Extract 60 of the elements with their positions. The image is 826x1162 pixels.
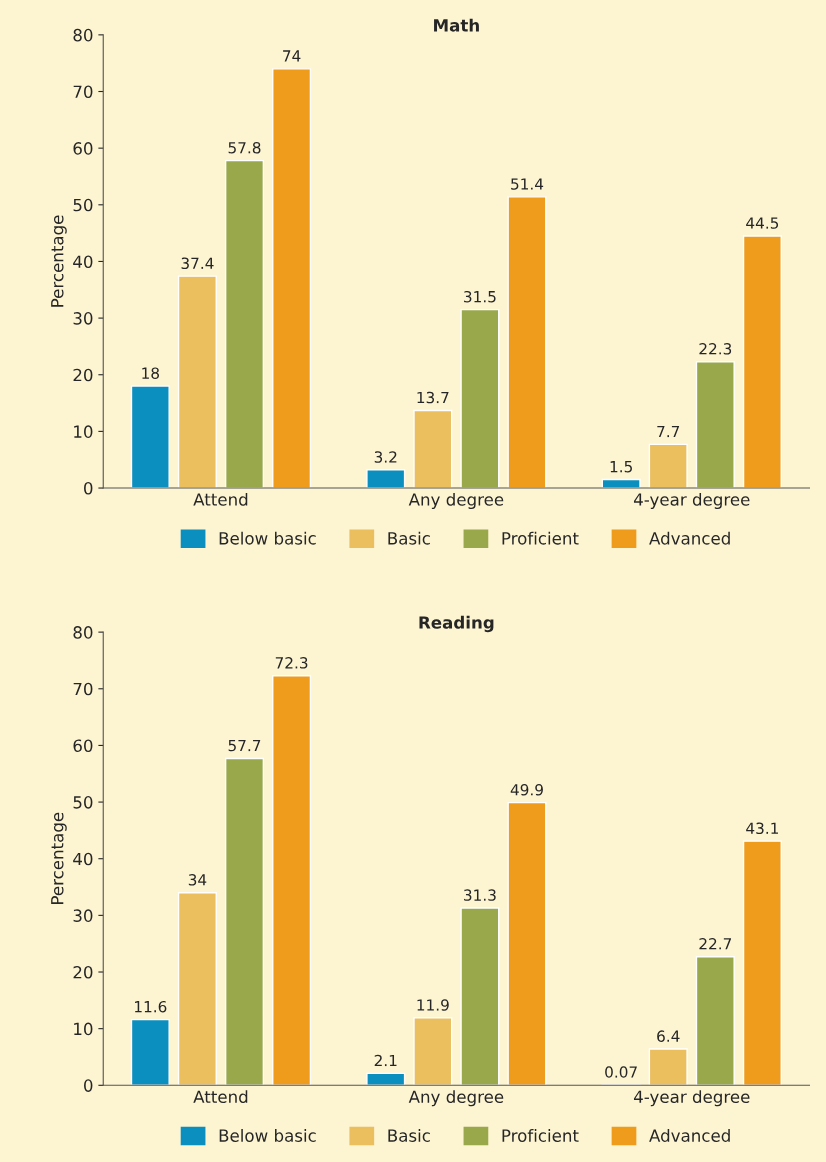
data-label: 2.1	[374, 1054, 397, 1067]
y-tick-label: 0	[84, 482, 93, 495]
y-tick-label: 10	[74, 425, 93, 438]
x-tick-label: 4-year degree	[633, 492, 750, 510]
data-label: 22.7	[699, 938, 732, 950]
data-label: 51.4	[511, 178, 544, 190]
y-tick-label: 60	[73, 142, 93, 155]
y-tick-label: 80	[73, 28, 93, 42]
x-tick-label: Any degree	[408, 1090, 504, 1107]
chart-title: Reading	[419, 615, 494, 633]
data-label: 11.9	[417, 999, 449, 1011]
y-tick-label: 70	[73, 682, 93, 696]
legend-label: Below basic	[219, 1129, 316, 1142]
data-label: 7.7	[657, 425, 680, 438]
legend-label: Proficient	[502, 531, 579, 545]
chart-title: Math	[434, 18, 479, 32]
data-label: 31.5	[464, 290, 496, 303]
legend-label: Advanced	[649, 531, 730, 545]
data-label: 37.4	[181, 257, 214, 270]
data-label: 11.6	[135, 1000, 167, 1013]
y-tick-label: 80	[73, 626, 93, 639]
data-label: 0.07	[605, 1066, 637, 1078]
data-label: 1.5	[610, 461, 632, 473]
data-label: 34	[188, 874, 207, 886]
data-label: 31.3	[464, 889, 496, 901]
y-tick-label: 50	[73, 796, 93, 809]
y-axis-title: Percentage	[51, 812, 67, 904]
data-label: 13.7	[417, 391, 449, 404]
data-label: 22.3	[699, 343, 732, 355]
legend-label: Advanced	[649, 1129, 730, 1142]
data-label: 72.3	[275, 657, 308, 669]
data-label: 57.7	[228, 739, 261, 752]
y-tick-label: 60	[73, 739, 93, 752]
legend-label: Proficient	[502, 1129, 579, 1142]
data-label: 57.8	[228, 141, 261, 154]
y-tick-label: 40	[73, 852, 93, 866]
data-label: 49.9	[510, 783, 543, 796]
data-label: 74	[283, 50, 301, 62]
legend-label: Below basic	[219, 531, 316, 545]
x-tick-label: Attend	[193, 1090, 248, 1104]
legend-label: Basic	[388, 1129, 430, 1142]
x-tick-label: Any degree	[408, 492, 504, 510]
y-tick-label: 50	[73, 198, 93, 212]
legend-label: Basic	[388, 531, 430, 545]
y-axis-title: Percentage	[51, 215, 67, 307]
y-tick-label: 30	[73, 909, 93, 922]
data-label: 6.4	[657, 1030, 680, 1042]
data-label: 44.5	[746, 217, 779, 229]
y-tick-label: 20	[73, 368, 93, 382]
y-tick-label: 70	[73, 85, 93, 99]
y-tick-label: 10	[74, 1022, 93, 1036]
x-tick-label: 4-year degree	[633, 1090, 750, 1107]
data-label: 3.2	[374, 451, 397, 463]
y-tick-label: 30	[73, 312, 93, 325]
y-tick-label: 20	[73, 965, 93, 979]
data-label: 18	[142, 367, 160, 379]
data-label: 43.1	[746, 822, 778, 835]
y-tick-label: 0	[84, 1079, 93, 1092]
y-tick-label: 40	[73, 255, 93, 269]
x-tick-label: Attend	[193, 492, 248, 506]
